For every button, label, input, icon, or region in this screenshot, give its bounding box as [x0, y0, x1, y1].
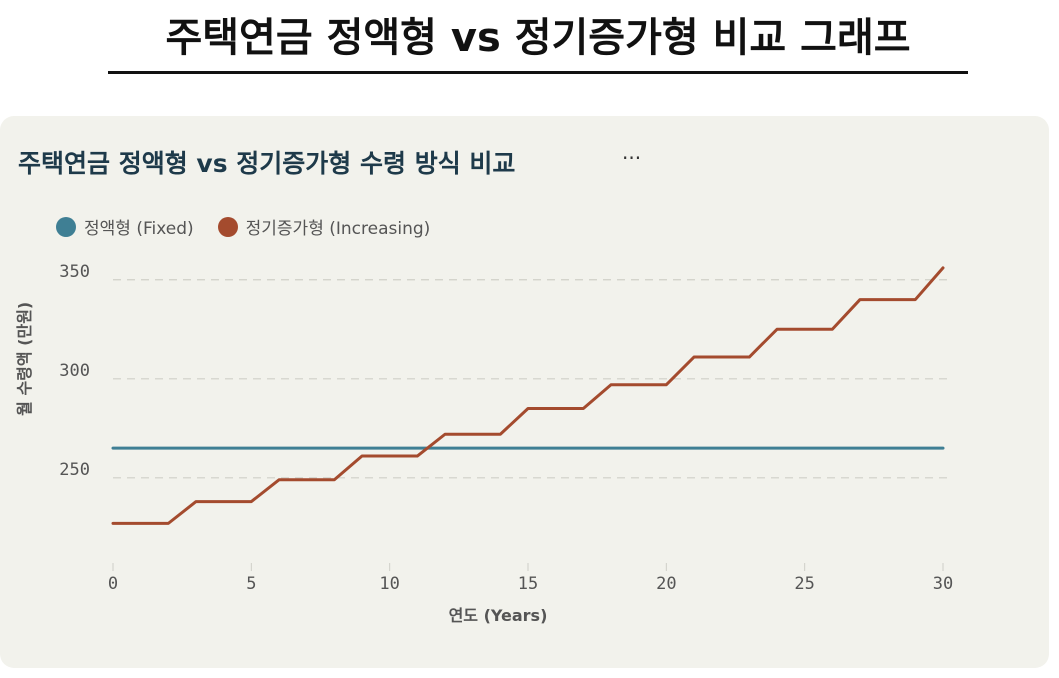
x-tick-label-0: 0 [108, 574, 118, 594]
x-tick-label-10: 10 [379, 574, 399, 594]
x-axis-label: 연도 (Years) [449, 606, 548, 625]
y-tick-label-300: 300 [59, 361, 90, 381]
x-tick-label-20: 20 [656, 574, 676, 594]
line-chart: 250 300 350 0 5 10 15 20 25 30 연도 (Years) 월 수령액 (만원… [15, 262, 953, 625]
legend-label-fixed: 정액형 (Fixed) [84, 219, 194, 239]
page-title: 주택연금 정액형 vs 정기증가형 비교 그래프 [165, 15, 911, 61]
legend-swatch-increasing [217, 216, 238, 237]
x-tick-label-15: 15 [518, 574, 538, 594]
legend-swatch-fixed [56, 216, 76, 237]
chart-card: 주택연금 정액형 vs 정기증가형 수령 방식 비교 ··· 정액형 (Fixe… [0, 116, 1049, 668]
y-tick-label-350: 350 [59, 262, 90, 282]
chart-title: 주택연금 정액형 vs 정기증가형 수령 방식 비교 [18, 149, 516, 178]
x-tick-label-30: 30 [933, 574, 953, 594]
y-tick-label-250: 250 [59, 460, 90, 480]
x-tick-label-25: 25 [794, 574, 814, 594]
legend-label-increasing: 정기증가형 (Increasing) [245, 219, 431, 239]
y-axis-label: 월 수령액 (만원) [15, 302, 34, 416]
chart-legend: 정액형 (Fixed) 정기증가형 (Increasing) [56, 214, 430, 239]
series-line-increasing [111, 266, 945, 525]
legend-item-fixed[interactable]: 정액형 (Fixed) [56, 214, 194, 239]
more-options-icon[interactable]: ··· [622, 146, 642, 170]
x-tick-label-5: 5 [246, 574, 256, 594]
title-underline [108, 71, 968, 74]
legend-item-increasing[interactable]: 정기증가형 (Increasing) [217, 214, 431, 239]
